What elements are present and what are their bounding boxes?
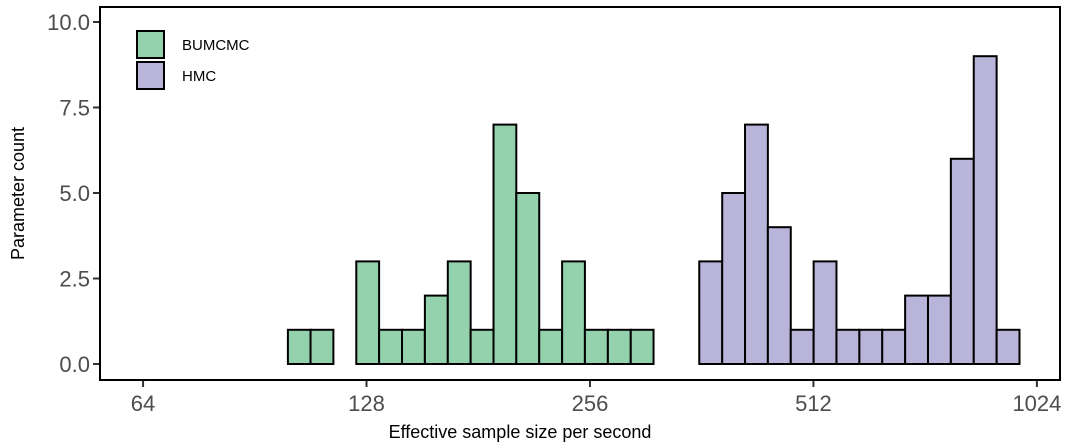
x-tick-label: 512	[795, 391, 832, 416]
bar-hmc-13	[995, 328, 1021, 365]
bar-hmc-0	[698, 260, 724, 365]
bar-hmc-7	[858, 328, 884, 365]
bar-hmc-1	[721, 192, 747, 365]
series-hmc	[698, 55, 1021, 366]
bar-hmc-12	[972, 55, 998, 365]
legend-swatch	[136, 61, 165, 90]
legend-item-bumcmc: BUMCMC	[136, 30, 250, 59]
bar-bumcmc-5	[401, 328, 426, 365]
x-tick-label: 64	[131, 391, 155, 416]
bar-hmc-10	[926, 294, 952, 366]
bar-bumcmc-13	[583, 328, 609, 365]
legend-label: BUMCMC	[182, 37, 250, 54]
bar-hmc-4	[789, 328, 815, 365]
legend-label: HMC	[182, 68, 216, 85]
x-tick-label: 1024	[1012, 391, 1061, 416]
series-bumcmc	[286, 123, 655, 366]
y-tick-label: 7.5	[59, 96, 90, 121]
y-tick-label: 10.0	[47, 10, 90, 35]
bar-bumcmc-12	[561, 260, 586, 365]
bar-bumcmc-11	[538, 328, 564, 365]
x-tick-label: 256	[572, 391, 609, 416]
legend-swatch	[136, 30, 165, 59]
legend-item-hmc: HMC	[136, 61, 216, 90]
bar-hmc-5	[812, 260, 838, 365]
bar-bumcmc-7	[446, 260, 472, 365]
y-tick-label: 0.0	[59, 352, 90, 377]
legend: BUMCMC HMC	[136, 30, 250, 90]
bar-hmc-9	[904, 294, 929, 366]
x-axis: 64 128 256 512 1024	[131, 380, 1061, 416]
bars-layer	[286, 55, 1021, 366]
bar-bumcmc-15	[629, 328, 655, 365]
bar-hmc-3	[766, 226, 792, 365]
x-tick-label: 128	[348, 391, 385, 416]
y-tick-label: 5.0	[59, 181, 90, 206]
bar-hmc-11	[949, 157, 975, 365]
bar-bumcmc-6	[423, 294, 449, 366]
x-axis-title: Effective sample size per second	[389, 422, 652, 442]
y-tick-label: 2.5	[59, 267, 90, 292]
bar-hmc-2	[744, 123, 769, 365]
bar-bumcmc-14	[606, 328, 632, 365]
bar-hmc-8	[881, 328, 907, 365]
plot-panel-border	[99, 6, 1061, 381]
y-axis: 0.0 2.5 5.0 7.5 10.0	[47, 10, 100, 377]
y-axis-title: Parameter count	[8, 127, 28, 260]
bar-bumcmc-3	[355, 260, 381, 365]
bar-hmc-6	[835, 328, 861, 365]
bar-bumcmc-8	[469, 328, 495, 365]
bar-bumcmc-4	[378, 328, 404, 365]
bar-bumcmc-1	[309, 328, 335, 365]
bar-bumcmc-10	[515, 192, 541, 365]
bar-bumcmc-9	[492, 123, 518, 365]
bar-bumcmc-0	[286, 328, 312, 365]
